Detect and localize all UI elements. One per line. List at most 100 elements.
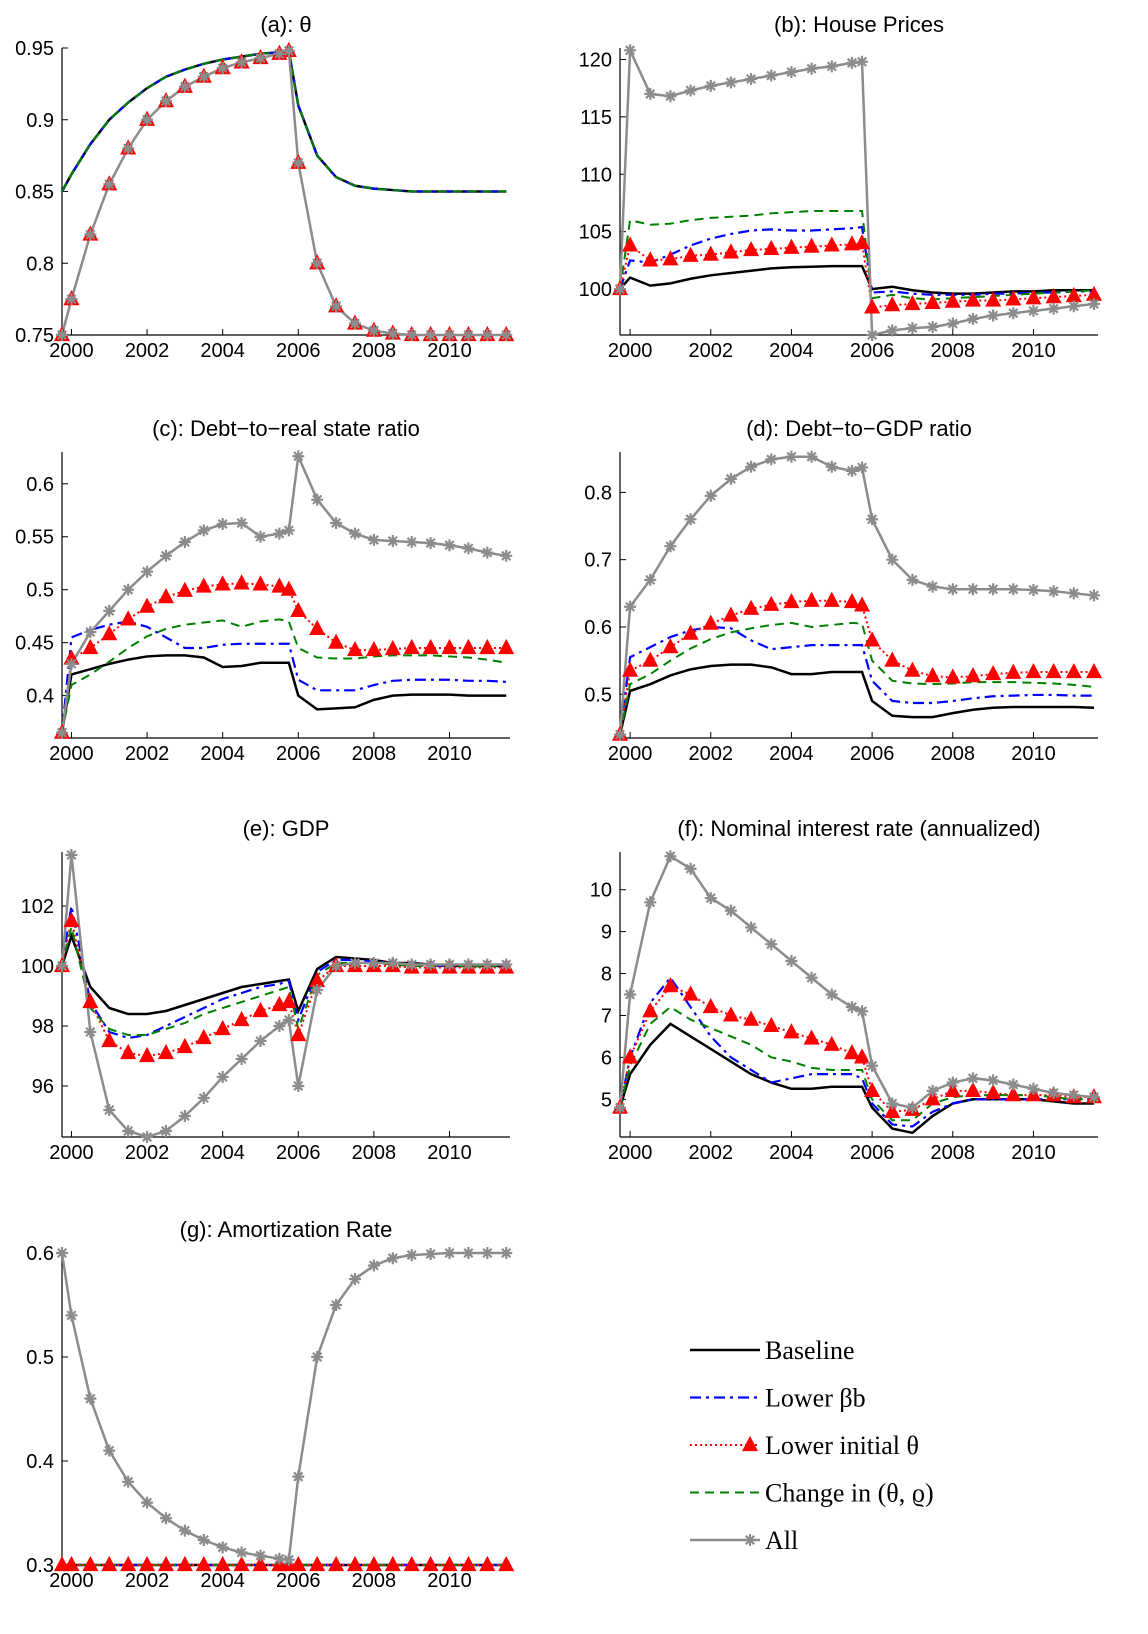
- star-marker: [481, 958, 494, 971]
- star-marker: [178, 80, 191, 93]
- star-marker: [664, 850, 677, 863]
- star-marker: [197, 70, 210, 83]
- star-marker: [614, 283, 626, 296]
- triangle-marker: [702, 998, 719, 1014]
- y-tick-label: 10: [590, 880, 612, 902]
- y-tick-label: 0.5: [26, 580, 54, 602]
- star-marker: [178, 536, 191, 549]
- triangle-marker: [346, 1555, 364, 1572]
- triangle-marker: [1085, 662, 1102, 679]
- star-marker: [65, 657, 78, 670]
- x-tick-label: 2004: [769, 1142, 814, 1164]
- triangle-marker: [1065, 662, 1082, 679]
- x-tick-label: 2002: [689, 340, 734, 362]
- triangle-marker: [328, 633, 345, 649]
- star-marker: [745, 72, 758, 85]
- star-marker: [216, 518, 229, 531]
- star-marker: [292, 156, 305, 169]
- series-line: [618, 455, 1095, 735]
- legend-label: Lower initial θ: [765, 1431, 919, 1460]
- star-marker: [1067, 300, 1080, 313]
- star-marker: [122, 583, 135, 596]
- triangle-marker: [642, 651, 659, 667]
- star-marker: [254, 52, 267, 65]
- star-marker: [405, 329, 418, 341]
- y-tick-label: 7: [601, 1005, 612, 1027]
- triangle-marker: [944, 292, 961, 308]
- star-marker: [805, 971, 818, 984]
- y-tick-label: 102: [21, 896, 54, 918]
- star-marker: [1087, 589, 1100, 602]
- triangle-marker: [195, 577, 212, 593]
- star-marker: [866, 329, 879, 341]
- star-marker: [311, 257, 324, 270]
- triangle-marker: [622, 1048, 639, 1064]
- series-line: [61, 49, 507, 336]
- triangle-marker: [964, 1081, 981, 1097]
- triangle-marker: [63, 1555, 80, 1572]
- y-tick-label: 0.4: [26, 686, 54, 708]
- triangle-marker: [642, 251, 659, 267]
- series-line: [60, 654, 507, 733]
- x-tick-label: 2004: [200, 340, 245, 362]
- star-marker: [926, 320, 939, 333]
- triangle-marker: [139, 597, 156, 613]
- star-marker: [481, 546, 494, 559]
- star-marker: [141, 113, 154, 126]
- star-marker: [500, 329, 513, 341]
- star-marker: [785, 954, 798, 967]
- star-marker: [273, 527, 286, 540]
- triangle-marker: [195, 1555, 212, 1572]
- star-marker: [159, 549, 172, 562]
- x-tick-label: 2010: [1011, 743, 1056, 765]
- triangle-marker: [460, 638, 477, 655]
- star-marker: [987, 309, 1000, 322]
- star-marker: [235, 1053, 248, 1065]
- triangle-marker: [642, 1002, 659, 1018]
- star-marker: [825, 460, 838, 473]
- panel-title: (a): θ: [260, 12, 311, 37]
- triangle-marker: [1005, 290, 1022, 306]
- star-marker: [311, 493, 324, 506]
- triangle-marker: [783, 592, 800, 609]
- triangle-marker: [479, 1555, 496, 1572]
- triangle-marker: [924, 667, 941, 683]
- star-marker: [386, 1252, 399, 1265]
- x-tick-label: 2004: [200, 1570, 245, 1592]
- triangle-marker: [662, 250, 679, 266]
- star-marker: [254, 530, 267, 543]
- x-tick-label: 2008: [352, 743, 397, 765]
- panel-title: (b): House Prices: [774, 12, 944, 37]
- star-marker: [424, 1248, 437, 1261]
- triangle-marker: [702, 614, 719, 630]
- triangle-marker: [271, 577, 288, 593]
- y-tick-label: 0.45: [15, 633, 54, 655]
- star-marker: [724, 76, 737, 89]
- y-tick-label: 0.3: [26, 1555, 54, 1577]
- star-marker: [367, 324, 380, 337]
- star-marker: [805, 62, 818, 75]
- star-marker: [254, 1549, 267, 1562]
- star-marker: [348, 527, 361, 540]
- series-line: [618, 1022, 1094, 1135]
- star-marker: [825, 988, 838, 1001]
- y-tick-label: 105: [579, 222, 612, 244]
- series-line: [60, 1251, 507, 1562]
- star-marker: [141, 1131, 154, 1143]
- star-marker: [216, 62, 229, 75]
- star-marker: [235, 56, 248, 69]
- series-line: [619, 984, 1094, 1113]
- star-marker: [684, 513, 697, 526]
- triangle-marker: [783, 238, 800, 254]
- star-marker: [216, 1071, 229, 1083]
- triangle-marker: [290, 601, 307, 617]
- triangle-marker: [743, 240, 760, 257]
- star-marker: [197, 524, 210, 537]
- panel-title: (c): Debt−to−real state ratio: [152, 416, 420, 441]
- star-marker: [906, 573, 919, 586]
- star-marker: [292, 1470, 305, 1483]
- x-tick-label: 2010: [1011, 1142, 1056, 1164]
- star-marker: [84, 1392, 97, 1405]
- star-marker: [330, 516, 343, 529]
